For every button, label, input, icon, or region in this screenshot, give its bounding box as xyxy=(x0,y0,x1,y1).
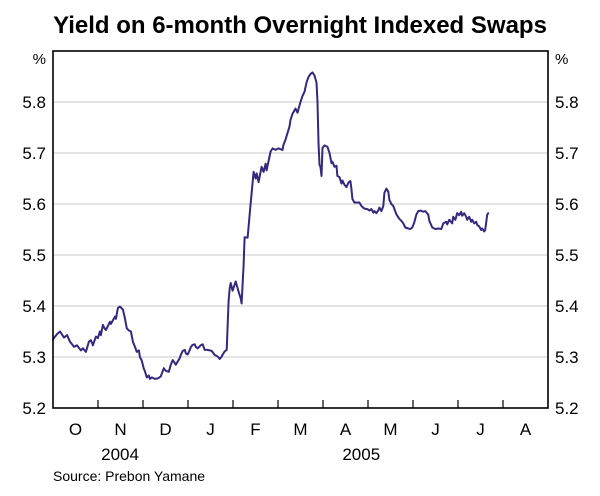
x-axis-month-label: J xyxy=(431,420,440,439)
y-axis-label-left: 5.8 xyxy=(22,93,46,112)
x-axis-month-label: A xyxy=(520,420,532,439)
percent-label-right: % xyxy=(555,51,568,68)
y-axis-label-left: 5.2 xyxy=(22,399,46,418)
x-axis-year-label: 2004 xyxy=(101,445,139,464)
y-axis-label-right: 5.5 xyxy=(555,246,579,265)
y-axis-label-left: 5.7 xyxy=(22,144,46,163)
plot-frame xyxy=(52,50,549,409)
y-axis-label-left: 5.4 xyxy=(22,297,46,316)
y-axis-label-right: 5.8 xyxy=(555,93,579,112)
x-axis-month-label: D xyxy=(159,420,171,439)
x-axis-month-label: M xyxy=(293,420,307,439)
y-axis-label-left: 5.5 xyxy=(22,246,46,265)
y-axis-label-right: 5.6 xyxy=(555,195,579,214)
x-axis-month-label: J xyxy=(476,420,485,439)
x-axis-month-label: N xyxy=(114,420,126,439)
y-axis-label-left: 5.6 xyxy=(22,195,46,214)
y-axis-label-right: 5.3 xyxy=(555,348,579,367)
y-axis-label-right: 5.2 xyxy=(555,399,579,418)
x-axis-month-label: A xyxy=(340,420,352,439)
yield-series-line xyxy=(52,71,490,380)
x-axis-year-label: 2005 xyxy=(342,445,380,464)
x-axis-month-label: O xyxy=(69,420,82,439)
source-note: Source: Prebon Yamane xyxy=(53,468,206,484)
y-axis-label-left: 5.3 xyxy=(22,348,46,367)
chart-title: Yield on 6-month Overnight Indexed Swaps xyxy=(53,12,547,39)
percent-label-left: % xyxy=(33,51,46,68)
y-axis-label-right: 5.4 xyxy=(555,297,579,316)
x-axis-month-label: F xyxy=(250,420,260,439)
y-axis-label-right: 5.7 xyxy=(555,144,579,163)
x-axis-month-label: M xyxy=(383,420,397,439)
x-axis-month-label: J xyxy=(206,420,215,439)
